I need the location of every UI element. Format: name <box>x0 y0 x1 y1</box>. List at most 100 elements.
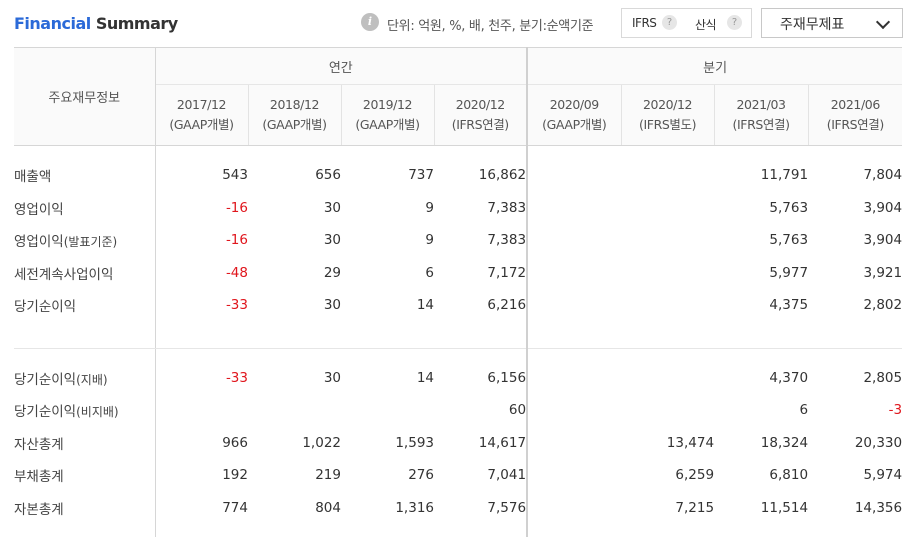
column-basis: (GAAP개별) <box>528 115 621 135</box>
spacer-cell <box>155 146 248 160</box>
title-highlight: Financial <box>14 14 91 33</box>
spacer-cell <box>527 322 621 349</box>
value-cell: 18,324 <box>714 427 808 460</box>
section-padding-row <box>14 348 902 362</box>
spacer-cell <box>14 348 155 362</box>
title-rest: Summary <box>91 14 178 33</box>
spacer-cell <box>527 348 621 362</box>
financial-summary-table: 주요재무정보 연간 분기 2017/12(GAAP개별)2018/12(GAAP… <box>14 47 902 537</box>
value-cell: 192 <box>155 459 248 492</box>
column-period: 2019/12 <box>342 95 434 115</box>
page-title: Financial Summary <box>14 14 178 33</box>
row-label-text: 자본총계 <box>14 502 64 518</box>
unit-text: 단위: 억원, %, 배, 천주, 분기:순액기준 <box>387 15 593 34</box>
help-icon[interactable]: ? <box>727 15 742 30</box>
spacer-cell <box>621 348 714 362</box>
spacer-cell <box>714 322 808 349</box>
value-cell: 737 <box>341 159 434 192</box>
value-cell: 6 <box>341 257 434 290</box>
spacer-cell <box>434 524 527 537</box>
spacer-cell <box>341 322 434 349</box>
row-label: 매출액 <box>14 159 155 192</box>
column-basis: (GAAP개별) <box>342 115 434 135</box>
row-label: 자본총계 <box>14 492 155 525</box>
summary-toolbar: Financial Summary i 단위: 억원, %, 배, 천주, 분기… <box>0 0 914 47</box>
statement-select[interactable]: 주재무제표 <box>761 8 903 38</box>
value-cell: 30 <box>248 224 341 257</box>
value-cell <box>621 289 714 322</box>
row-label-text: 당기순이익 <box>14 299 76 315</box>
help-icon[interactable]: ? <box>662 15 677 30</box>
spacer-cell <box>714 146 808 160</box>
row-label-text: 영업이익 <box>14 202 64 218</box>
spacer-cell <box>434 348 527 362</box>
value-cell: 14 <box>341 362 434 395</box>
column-basis: (IFRS연결) <box>809 115 903 135</box>
row-label-text: 부채총계 <box>14 469 64 485</box>
value-cell <box>527 159 621 192</box>
spacer-cell <box>341 146 434 160</box>
row-label: 자산총계 <box>14 427 155 460</box>
value-cell: -16 <box>155 224 248 257</box>
row-label-suffix: (지배) <box>76 373 107 387</box>
value-cell: 7,576 <box>434 492 527 525</box>
value-cell <box>621 257 714 290</box>
value-cell: 656 <box>248 159 341 192</box>
value-cell: 30 <box>248 192 341 225</box>
value-cell: 7,215 <box>621 492 714 525</box>
value-cell: 7,383 <box>434 224 527 257</box>
column-basis: (GAAP개별) <box>156 115 248 135</box>
row-label: 영업이익(발표기준) <box>14 224 155 257</box>
value-cell: 6,156 <box>434 362 527 395</box>
row-label: 부채총계 <box>14 459 155 492</box>
value-cell <box>155 394 248 427</box>
value-cell: 11,514 <box>714 492 808 525</box>
spacer-cell <box>621 524 714 537</box>
value-cell: 543 <box>155 159 248 192</box>
column-header: 2019/12(GAAP개별) <box>341 85 434 146</box>
value-cell: 774 <box>155 492 248 525</box>
value-cell <box>527 427 621 460</box>
spacer-cell <box>14 524 155 537</box>
spacer-cell <box>808 524 902 537</box>
value-cell: 2,805 <box>808 362 902 395</box>
row-header: 주요재무정보 <box>14 48 155 146</box>
row-label: 영업이익 <box>14 192 155 225</box>
row-label: 당기순이익(지배) <box>14 362 155 395</box>
value-cell: 60 <box>434 394 527 427</box>
row-label-suffix: (발표기준) <box>64 235 118 249</box>
spacer-cell <box>248 524 341 537</box>
value-cell: 5,763 <box>714 224 808 257</box>
value-cell: 16,862 <box>434 159 527 192</box>
top-padding-row <box>14 146 902 160</box>
value-cell: -33 <box>155 289 248 322</box>
value-cell <box>621 224 714 257</box>
ifrs-button[interactable]: IFRS ? <box>621 8 687 38</box>
value-cell <box>527 492 621 525</box>
formula-button[interactable]: 산식 ? <box>685 8 752 38</box>
value-cell: 966 <box>155 427 248 460</box>
value-cell: 5,763 <box>714 192 808 225</box>
row-label-text: 매출액 <box>14 169 51 185</box>
row-label-text: 당기순이익 <box>14 372 76 388</box>
value-cell: 30 <box>248 289 341 322</box>
spacer-cell <box>341 524 434 537</box>
statement-select-value: 주재무제표 <box>780 14 844 34</box>
column-period: 2021/06 <box>809 95 903 115</box>
value-cell: 30 <box>248 362 341 395</box>
bottom-padding-row <box>14 524 902 537</box>
spacer-cell <box>155 524 248 537</box>
spacer-cell <box>621 322 714 349</box>
value-cell: 4,370 <box>714 362 808 395</box>
info-icon: i <box>361 13 379 31</box>
spacer-cell <box>527 146 621 160</box>
value-cell: -3 <box>808 394 902 427</box>
spacer-cell <box>621 146 714 160</box>
